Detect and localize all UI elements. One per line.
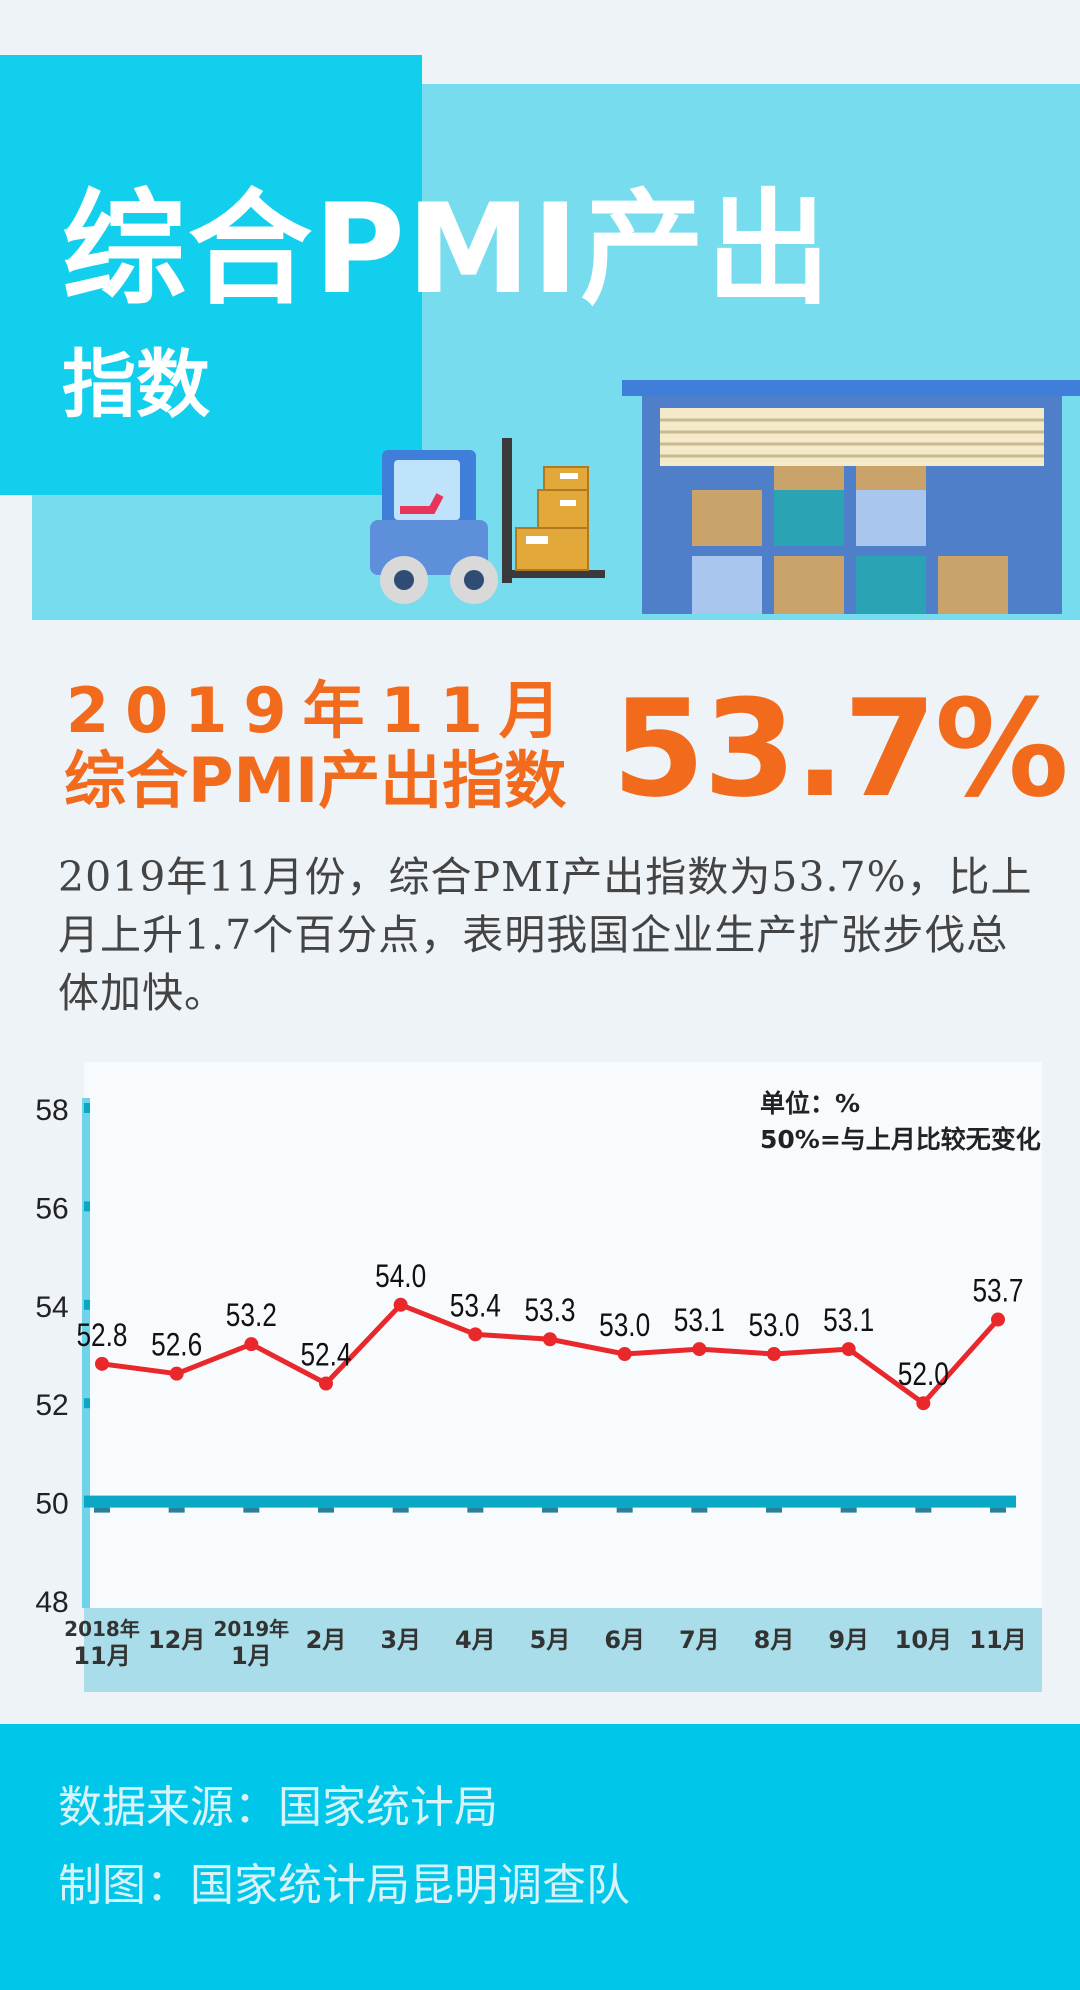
x-tick-label: 8月 — [754, 1626, 795, 1654]
data-label: 53.3 — [524, 1294, 575, 1329]
footer-source: 数据来源：国家统计局 — [58, 1782, 498, 1833]
data-point — [543, 1332, 557, 1347]
y-tick-label: 50 — [35, 1488, 68, 1521]
data-label: 53.7 — [972, 1274, 1023, 1309]
data-point — [95, 1356, 109, 1371]
reference-line-notch — [915, 1507, 932, 1513]
chart-note-reference: 50%=与上月比较无变化 — [760, 1125, 1041, 1154]
data-point — [841, 1342, 856, 1357]
data-label: 53.4 — [450, 1289, 501, 1324]
data-label: 53.1 — [674, 1304, 725, 1339]
data-point — [393, 1297, 408, 1312]
y-axis-line — [82, 1098, 90, 1608]
reference-line-50 — [84, 1495, 1016, 1508]
x-tick-label: 5月 — [530, 1626, 571, 1654]
x-tick-label-year: 2018年 — [64, 1617, 140, 1641]
chart-note-unit: 单位：% — [760, 1089, 860, 1118]
x-tick-label: 3月 — [380, 1626, 421, 1654]
data-point — [692, 1342, 707, 1357]
data-label: 52.8 — [76, 1319, 127, 1354]
headline-value: 53.7% — [612, 671, 1069, 827]
data-label: 52.0 — [898, 1358, 949, 1393]
forklift-icon — [370, 438, 605, 604]
x-tick-label: 11月 — [969, 1626, 1026, 1654]
y-tick-mark — [84, 1398, 90, 1409]
y-tick-label: 48 — [35, 1586, 68, 1619]
x-tick-label: 7月 — [679, 1626, 720, 1654]
data-label: 53.0 — [599, 1309, 650, 1344]
data-label: 54.0 — [375, 1259, 426, 1294]
reference-line-notch — [94, 1507, 110, 1513]
reference-line-notch — [840, 1507, 857, 1513]
y-tick-label: 56 — [35, 1192, 68, 1225]
y-tick-mark — [84, 1103, 90, 1113]
y-tick-label: 58 — [35, 1094, 68, 1127]
x-tick-label: 11月 — [73, 1642, 130, 1670]
data-label: 53.0 — [748, 1309, 799, 1344]
reference-line-notch — [392, 1507, 409, 1513]
data-label: 53.2 — [226, 1299, 277, 1334]
header-banner-accent — [0, 55, 422, 495]
x-tick-label: 10月 — [895, 1626, 952, 1654]
y-tick-mark — [84, 1299, 90, 1310]
x-axis-band — [84, 1608, 1042, 1692]
footer-producer: 制图：国家统计局昆明调查队 — [58, 1860, 630, 1911]
reference-line-notch — [318, 1507, 334, 1513]
page-title: 综合PMI产出 — [62, 178, 833, 322]
chart-panel — [84, 1062, 1042, 1692]
data-point — [169, 1366, 184, 1381]
data-point — [767, 1347, 781, 1361]
data-point — [617, 1347, 632, 1361]
data-point — [468, 1327, 483, 1342]
page-subtitle: 指数 — [62, 342, 210, 428]
headline-date: 2019年11月 — [66, 674, 577, 747]
reference-line-notch — [542, 1507, 558, 1513]
y-tick-mark — [84, 1201, 90, 1212]
headline-label: 综合PMI产出指数 — [64, 744, 567, 817]
data-label: 52.6 — [151, 1328, 202, 1363]
pmi-line-chart: 48 50 52 54 56 58 单位：% 50%=与上月比较无变化 52.8 52.6 53.2… — [35, 1089, 1042, 1692]
reference-line-notch — [990, 1507, 1006, 1513]
data-point — [319, 1376, 333, 1391]
x-tick-label: 4月 — [455, 1626, 496, 1654]
reference-line-notch — [691, 1507, 708, 1513]
x-tick-label: 2月 — [306, 1626, 347, 1654]
data-label: 53.1 — [823, 1304, 874, 1339]
x-tick-label: 1月 — [231, 1642, 272, 1670]
y-tick-label: 52 — [35, 1389, 68, 1422]
x-tick-label: 6月 — [604, 1626, 645, 1654]
data-point — [991, 1312, 1005, 1327]
x-tick-label: 9月 — [828, 1626, 869, 1654]
reference-line-notch — [616, 1507, 633, 1513]
data-point — [244, 1337, 259, 1352]
footer: 数据来源：国家统计局 制图：国家统计局昆明调查队 — [0, 1724, 1080, 1990]
warehouse-forklift-illustration — [370, 380, 1080, 614]
description-text: 2019年11月份，综合PMI产出指数为53.7%，比上月上升1.7个百分点，表… — [58, 853, 1033, 1017]
reference-line-notch — [467, 1507, 484, 1513]
warehouse-icon — [622, 380, 1080, 614]
data-point — [916, 1396, 931, 1411]
reference-line-notch — [243, 1507, 260, 1513]
x-tick-label: 12月 — [148, 1626, 205, 1654]
x-tick-label-year: 2019年 — [213, 1617, 289, 1641]
reference-line-notch — [766, 1507, 782, 1513]
data-label: 52.4 — [300, 1338, 351, 1373]
reference-line-notch — [168, 1507, 185, 1513]
y-tick-label: 54 — [35, 1291, 68, 1324]
